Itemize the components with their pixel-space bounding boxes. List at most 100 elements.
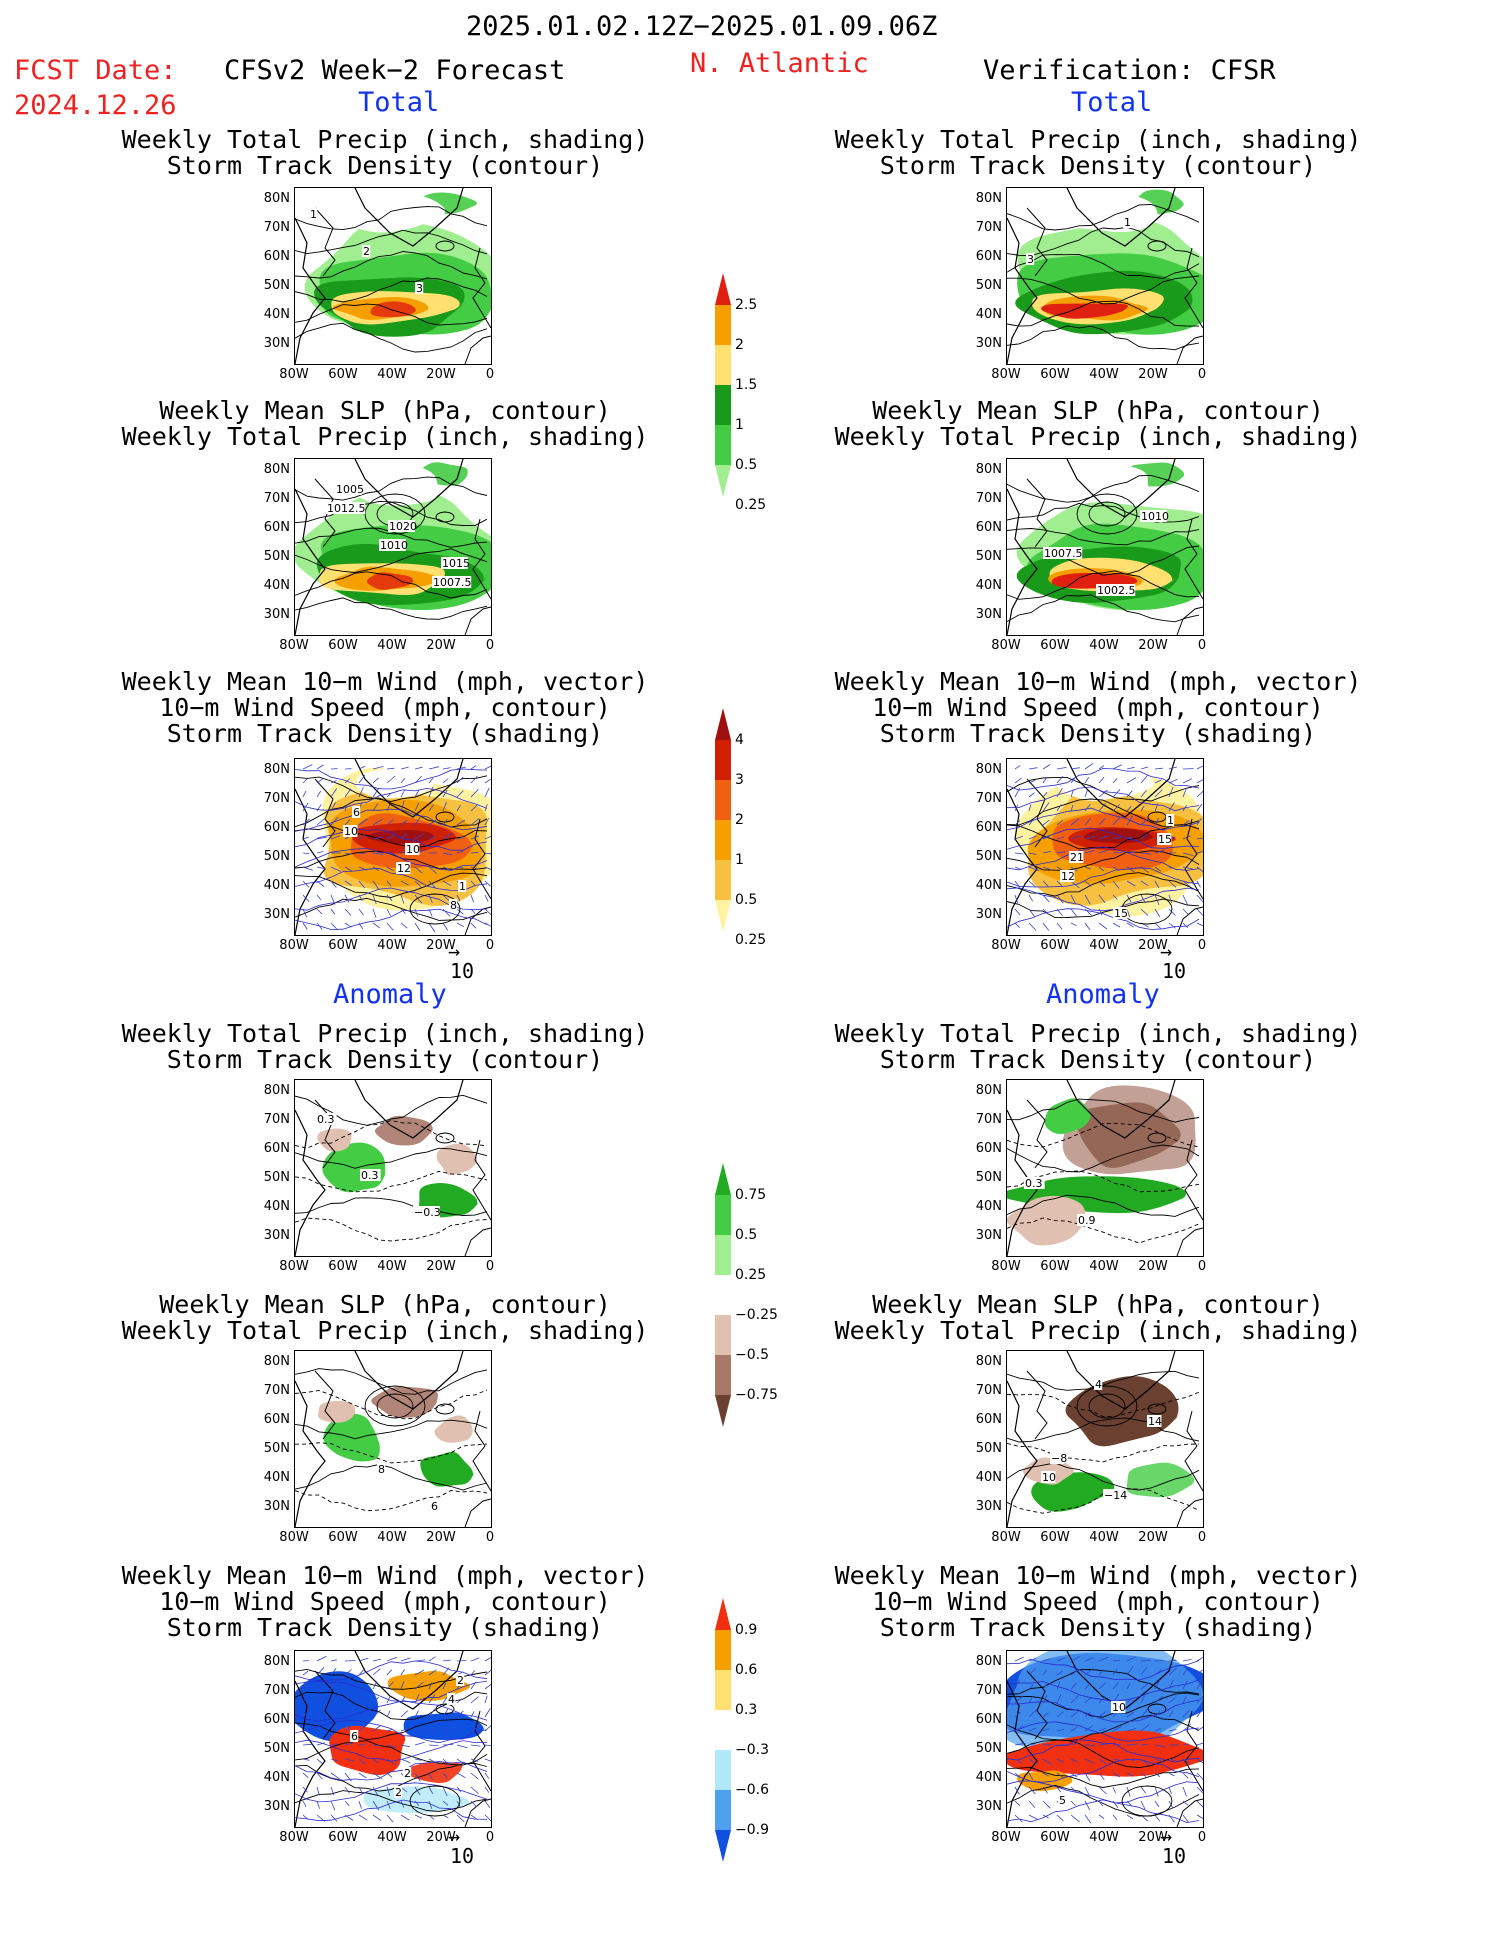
model-title: CFSv2 Week−2 Forecast [224, 56, 565, 86]
lat-tick-label: 80N [966, 463, 1002, 477]
lat-tick-label: 60N [254, 1142, 290, 1156]
colorbar-segment [715, 385, 731, 425]
lat-tick-label: 80N [254, 763, 290, 777]
colorbar-storm_total [708, 700, 738, 1010]
section-anomaly-left: Anomaly [333, 980, 447, 1010]
lat-tick-label: 50N [254, 1442, 290, 1456]
vector-reference-arrow: → [448, 941, 460, 961]
lat-tick-label: 70N [966, 1684, 1002, 1698]
contour-label: 1 [1167, 814, 1174, 827]
contour-label: 10 [1112, 1701, 1126, 1714]
vector-reference-label: 10 [1162, 961, 1186, 981]
contour-label: −0.3 [414, 1206, 441, 1219]
lat-tick-label: 70N [254, 221, 290, 235]
lon-tick-label: 60W [323, 368, 363, 382]
colorbar-segment [715, 1598, 731, 1630]
map-vf-total-precip: 13 [1007, 188, 1203, 364]
lat-tick-label: 80N [966, 1084, 1002, 1098]
lon-tick-label: 0 [1182, 1531, 1222, 1545]
contour-label: 0.3 [317, 1113, 335, 1126]
lat-tick-label: 60N [254, 521, 290, 535]
lat-tick-label: 60N [966, 1142, 1002, 1156]
contour-label: 4 [448, 1693, 455, 1706]
lat-tick-label: 40N [966, 879, 1002, 893]
title-fc-total-wind: Weekly Mean 10−m Wind (mph, vector)10−m … [120, 669, 650, 747]
contour-label: −8 [1051, 1452, 1067, 1465]
lon-tick-label: 0 [470, 939, 510, 953]
lat-tick-label: 80N [966, 1355, 1002, 1369]
lat-tick-label: 70N [254, 1684, 290, 1698]
lat-tick-label: 30N [966, 1229, 1002, 1243]
contour-label: 1012.5 [327, 502, 366, 515]
lat-tick-label: 80N [254, 1655, 290, 1669]
lon-tick-label: 0 [470, 639, 510, 653]
lon-tick-label: 40W [372, 368, 412, 382]
lon-tick-label: 60W [1035, 1531, 1075, 1545]
lat-tick-label: 60N [254, 821, 290, 835]
lat-tick-label: 80N [254, 463, 290, 477]
contour-label: 6 [431, 1500, 438, 1513]
lat-tick-label: 80N [254, 1084, 290, 1098]
contour-label: 2 [457, 1674, 464, 1687]
lat-tick-label: 30N [966, 337, 1002, 351]
colorbar-precip_total [708, 265, 738, 575]
lat-tick-label: 30N [966, 608, 1002, 622]
lon-tick-label: 0 [470, 1831, 510, 1845]
contour-label: 0.9 [1078, 1214, 1096, 1227]
colorbar-segment [715, 1710, 731, 1750]
contour-label: 12 [1061, 870, 1075, 883]
colorbar-label: −0.9 [735, 1823, 769, 1837]
lat-tick-label: 30N [966, 908, 1002, 922]
colorbar-label: −0.75 [735, 1388, 778, 1402]
lat-tick-label: 60N [254, 1713, 290, 1727]
title-vf-anom-precip: Weekly Total Precip (inch, shading)Storm… [833, 1021, 1363, 1073]
lat-tick-label: 30N [254, 908, 290, 922]
lon-tick-label: 80W [274, 939, 314, 953]
map-fc-total-precip: 123 [295, 188, 491, 364]
lon-tick-label: 80W [274, 1531, 314, 1545]
contour-label: 2 [363, 245, 370, 258]
colorbar-segment [715, 345, 731, 385]
colorbar-storm_anom [708, 1590, 738, 1940]
colorbar-segment [715, 273, 731, 305]
lat-tick-label: 50N [966, 1442, 1002, 1456]
lon-tick-label: 60W [1035, 1831, 1075, 1845]
colorbar-segment [715, 1163, 731, 1195]
contour-label: 10 [406, 843, 420, 856]
lat-tick-label: 30N [254, 1500, 290, 1514]
section-total-right: Total [1071, 88, 1152, 118]
title-fc-anom-wind: Weekly Mean 10−m Wind (mph, vector)10−m … [120, 1563, 650, 1641]
contour-label: 10 [1042, 1471, 1056, 1484]
lat-tick-label: 50N [254, 850, 290, 864]
lon-tick-label: 0 [470, 1260, 510, 1274]
region-title: N. Atlantic [690, 49, 869, 79]
lat-tick-label: 60N [966, 250, 1002, 264]
lon-tick-label: 0 [1182, 639, 1222, 653]
colorbar-segment [715, 1355, 731, 1395]
contour-label: 1 [459, 880, 466, 893]
contour-label: 1010 [380, 539, 408, 552]
lon-tick-label: 0 [1182, 1831, 1222, 1845]
title-fc-total-slp: Weekly Mean SLP (hPa, contour)Weekly Tot… [120, 398, 650, 450]
lat-tick-label: 40N [966, 1200, 1002, 1214]
colorbar-label: 4 [735, 733, 744, 747]
lon-tick-label: 80W [986, 1531, 1026, 1545]
contour-label: −14 [1104, 1489, 1127, 1502]
lat-tick-label: 50N [254, 279, 290, 293]
vector-reference-arrow: → [1160, 1826, 1172, 1846]
lon-tick-label: 40W [372, 1831, 412, 1845]
colorbar-label: 1 [735, 418, 744, 432]
title-vf-total-wind: Weekly Mean 10−m Wind (mph, vector)10−m … [833, 669, 1363, 747]
lat-tick-label: 60N [966, 821, 1002, 835]
contour-label: 2 [395, 1786, 402, 1799]
lon-tick-label: 40W [372, 939, 412, 953]
lat-tick-label: 70N [966, 1384, 1002, 1398]
lon-tick-label: 40W [1084, 639, 1124, 653]
